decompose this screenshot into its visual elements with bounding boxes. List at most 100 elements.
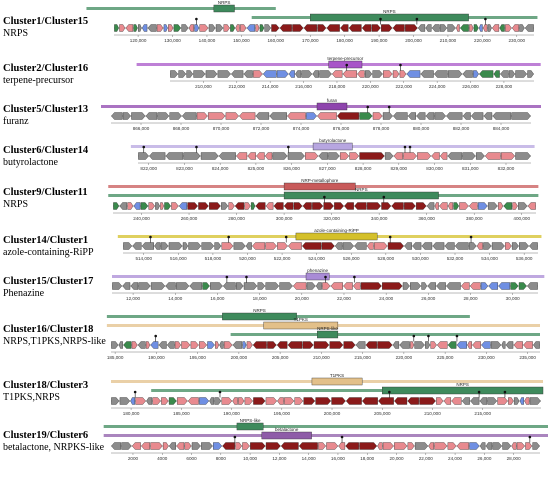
gene-arrow xyxy=(381,24,393,32)
gene-arrow xyxy=(208,24,216,32)
gene-arrow xyxy=(169,442,176,450)
gene-arrow xyxy=(187,397,199,405)
gene-arrow xyxy=(399,70,407,78)
gene-arrow xyxy=(199,24,209,32)
promoter-pin-head xyxy=(195,145,198,149)
region-tag-label: NRPS xyxy=(355,187,368,192)
axis-tick-label: 874,000 xyxy=(293,126,310,131)
promoter-pin-head xyxy=(345,63,349,67)
gene-arrow xyxy=(243,70,253,78)
axis-tick-label: 518,000 xyxy=(205,256,222,261)
promoter-pin-head xyxy=(484,17,487,21)
gene-arrow xyxy=(141,24,148,32)
gene-arrow xyxy=(292,24,304,32)
gene-arrow xyxy=(425,341,431,349)
region-tag xyxy=(213,4,235,13)
gene-arrow xyxy=(467,341,472,349)
axis-tick-label: 280,000 xyxy=(228,216,245,221)
axis-tick-label: 230,000 xyxy=(478,355,495,360)
region-tag xyxy=(261,431,312,440)
gene-arrow xyxy=(123,242,133,250)
gene-arrow xyxy=(344,202,354,210)
gene-arrow xyxy=(223,24,230,32)
gene-arrow xyxy=(529,242,538,250)
axis-tick-label: 225,000 xyxy=(437,355,454,360)
gene-arrow xyxy=(417,152,431,160)
gene-arrow xyxy=(479,70,494,78)
gene-arrow xyxy=(205,70,218,78)
gene-arrow xyxy=(436,282,446,290)
gene-arrow xyxy=(426,202,435,210)
promoter-pin-head xyxy=(195,17,198,21)
gene-arrow xyxy=(165,282,176,290)
gene-arrow xyxy=(524,24,534,32)
gene-arrow xyxy=(462,70,473,78)
axis-tick-label: 522,000 xyxy=(274,256,291,261)
gene-arrow xyxy=(182,242,188,250)
gene-arrow xyxy=(393,152,403,160)
gene-arrow xyxy=(359,442,377,450)
gene-arrow xyxy=(253,70,263,78)
gene-arrow xyxy=(419,397,436,405)
region-tag xyxy=(382,386,544,395)
region-tag-label: NRPS-like xyxy=(240,418,261,423)
axis-tick-label: 195,000 xyxy=(273,411,290,416)
region-tag-label: azole-containing-RiPP xyxy=(314,228,359,233)
region-tag-label: NRPS xyxy=(218,0,231,5)
gene-arrow xyxy=(242,341,247,349)
region-tag xyxy=(222,312,297,321)
gene-arrow xyxy=(340,152,349,160)
gene-arrow xyxy=(218,152,236,160)
promoter-pin-head xyxy=(415,17,419,21)
gene-arrow xyxy=(330,282,343,290)
gene-arrow xyxy=(407,442,415,450)
gene-arrow xyxy=(488,282,498,290)
gene-arrow xyxy=(360,282,382,290)
axis-tick-label: 210,000 xyxy=(195,84,212,89)
axis-tick-label: 320,000 xyxy=(323,216,340,221)
gene-arrow xyxy=(366,202,381,210)
gene-arrow xyxy=(263,70,277,78)
gene-arrow xyxy=(476,242,483,250)
axis-tick-label: 22,000 xyxy=(419,456,433,461)
axis-tick-label: 214,000 xyxy=(262,84,279,89)
axis-tick-label: 12,000 xyxy=(126,296,140,301)
gene-arrow xyxy=(230,24,236,32)
gene-arrow xyxy=(485,442,493,450)
cluster-title: Cluster18/Cluster3 xyxy=(3,380,89,391)
gene-arrow xyxy=(287,112,306,120)
gene-arrow xyxy=(312,70,319,78)
gene-arrow xyxy=(247,152,256,160)
gene-arrow xyxy=(434,70,448,78)
gene-arrow xyxy=(189,282,202,290)
gene-arrow xyxy=(138,152,149,160)
gene-arrow xyxy=(123,341,132,349)
gene-arrow xyxy=(515,70,527,78)
promoter-pin-head xyxy=(154,334,157,338)
axis-tick-label: 20,000 xyxy=(295,296,309,301)
gene-arrow xyxy=(306,112,317,120)
gene-arrow xyxy=(345,442,359,450)
axis-tick-label: 235,000 xyxy=(519,355,536,360)
gene-arrow xyxy=(250,442,266,450)
gene-arrow xyxy=(493,70,500,78)
axis-tick-label: 210,000 xyxy=(313,355,330,360)
gene-arrow xyxy=(164,202,171,210)
gene-arrow xyxy=(255,112,270,120)
gene-arrow xyxy=(512,24,519,32)
gene-arrow xyxy=(483,242,492,250)
region-band xyxy=(103,425,548,428)
gene-arrow xyxy=(313,341,330,349)
gene-arrow xyxy=(190,341,199,349)
gene-arrow xyxy=(264,24,271,32)
axis-tick-label: 880,000 xyxy=(413,126,430,131)
gene-arrow xyxy=(131,442,141,450)
axis-tick-label: 28,000 xyxy=(507,456,521,461)
region-band xyxy=(151,389,544,392)
gene-arrow xyxy=(511,112,531,120)
gene-arrow xyxy=(416,202,427,210)
promoter-pin-head xyxy=(503,390,507,394)
gene-arrow xyxy=(365,70,373,78)
gene-arrow xyxy=(478,202,488,210)
gene-arrow xyxy=(519,242,529,250)
